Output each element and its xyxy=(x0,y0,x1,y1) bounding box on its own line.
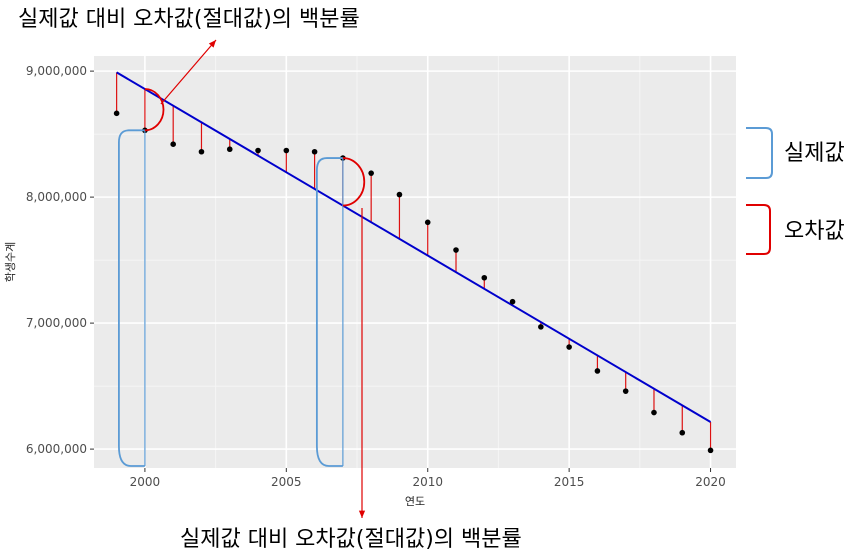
arrow-to-top-text-head xyxy=(208,40,216,48)
data-point xyxy=(255,147,261,154)
data-point xyxy=(396,191,403,198)
y-tick-label: 6,000,000 xyxy=(26,442,87,456)
top-annotation-text: 실제값 대비 오차값(절대값)의 백분률 xyxy=(18,7,360,32)
data-point xyxy=(651,409,657,416)
error-value-arc xyxy=(342,157,366,207)
data-point xyxy=(679,429,686,436)
fitted-line xyxy=(116,71,712,423)
data-point xyxy=(283,147,290,154)
data-point xyxy=(170,141,176,147)
data-point xyxy=(226,146,233,153)
legend-error-label: 오차값 xyxy=(784,219,845,244)
axes: 2000 2005 2010 2015 2020 6,000,000 7,000,000 8,… xyxy=(4,64,726,508)
data-point xyxy=(594,368,601,374)
x-tick-label: 2015 xyxy=(554,475,585,489)
bottom-annotation-text: 실제값 대비 오차값(절대값)의 백분률 xyxy=(180,527,522,552)
y-tick-label: 7,000,000 xyxy=(26,316,87,330)
data-point xyxy=(481,274,488,281)
legend-actual-label: 실제값 xyxy=(784,141,845,166)
data-point xyxy=(566,344,572,350)
data-point xyxy=(368,170,374,176)
actual-value-bracket xyxy=(315,157,343,467)
data-point xyxy=(424,219,431,226)
data-point xyxy=(198,148,205,155)
x-tick-label: 2020 xyxy=(695,475,726,489)
data-point xyxy=(113,110,120,117)
y-tick-label: 9,000,000 xyxy=(26,64,87,78)
data-point xyxy=(453,247,459,253)
data-point xyxy=(538,324,544,330)
y-axis-title: 학생수계 xyxy=(4,242,17,282)
x-tick-label: 2005 xyxy=(271,475,302,489)
error-value-arc xyxy=(144,88,165,132)
legend-actual-bracket xyxy=(746,127,773,179)
data-point xyxy=(707,447,714,454)
data-point xyxy=(622,388,629,394)
x-axis-title: 연도 xyxy=(405,495,425,508)
x-tick-label: 2010 xyxy=(412,475,443,489)
legend-error-bracket xyxy=(746,204,771,255)
data-point xyxy=(311,148,318,155)
arrow-to-top-text xyxy=(160,39,217,105)
arrow-to-bottom-text-head xyxy=(358,510,366,518)
actual-value-bracket xyxy=(118,129,145,467)
data-point xyxy=(509,298,516,305)
y-tick-label: 8,000,000 xyxy=(26,190,87,204)
annotations: 실제값 대비 오차값(절대값)의 백분률 실제값 대비 오차값(절대값)의 백분… xyxy=(18,7,845,552)
marks xyxy=(113,71,714,454)
x-tick-label: 2000 xyxy=(130,475,161,489)
